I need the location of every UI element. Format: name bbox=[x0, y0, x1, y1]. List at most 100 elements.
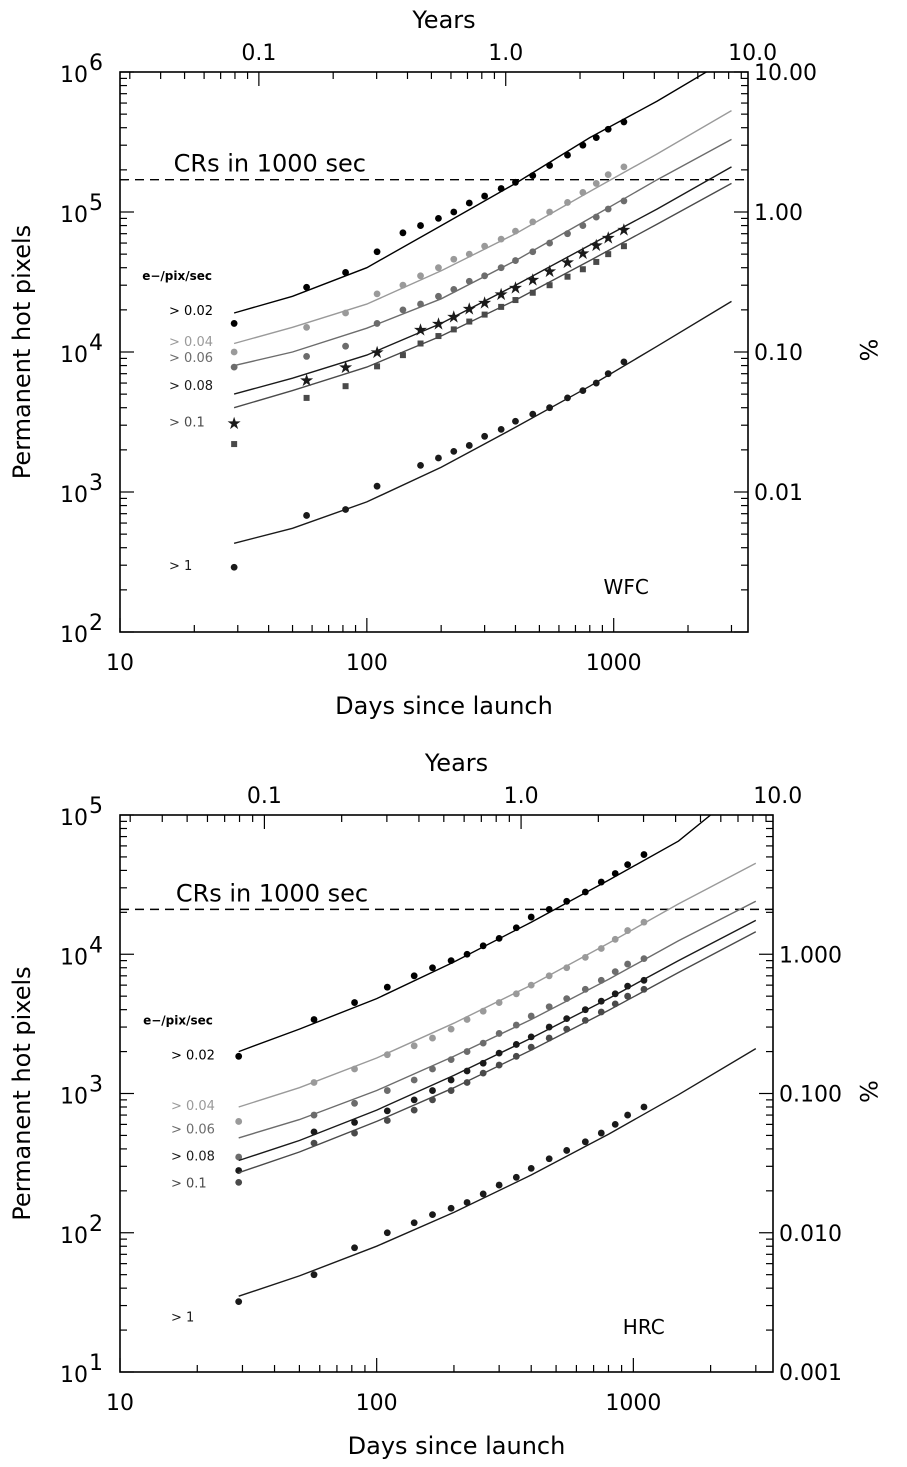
series-0: > 0.02 bbox=[171, 815, 712, 1064]
data-point bbox=[512, 178, 519, 186]
legend-entry: > 0.1 bbox=[171, 1176, 207, 1191]
data-point bbox=[620, 118, 628, 126]
legend-entry: > 1 bbox=[171, 1311, 194, 1326]
fit-line bbox=[238, 1047, 757, 1297]
series-2: > 0.06 bbox=[171, 900, 757, 1161]
data-point bbox=[399, 229, 407, 237]
data-point bbox=[640, 1103, 648, 1111]
right-tick-label: 1.000 bbox=[779, 943, 842, 968]
data-point bbox=[463, 950, 471, 958]
fit-line bbox=[238, 815, 712, 1053]
data-point bbox=[512, 924, 520, 932]
data-point bbox=[417, 340, 424, 347]
data-point bbox=[235, 1298, 243, 1306]
y-tick-exponent: 2 bbox=[89, 1212, 103, 1237]
panel-wfc: 10 100 1000 Days since launch 0.1 1.0 10.0 Year… bbox=[8, 6, 882, 720]
y-tick-label: 10 bbox=[60, 1224, 88, 1249]
data-point bbox=[624, 960, 632, 968]
data-point bbox=[481, 242, 489, 250]
data-point bbox=[435, 292, 442, 300]
y-tick-label: 10 bbox=[60, 806, 88, 831]
data-point bbox=[399, 352, 406, 359]
x-tick-label: 1000 bbox=[586, 651, 642, 676]
data-point bbox=[383, 1229, 391, 1237]
top-axis-title: Years bbox=[411, 6, 475, 34]
data-point bbox=[527, 1043, 535, 1051]
right-axis-title: % bbox=[854, 1080, 882, 1103]
data-point bbox=[545, 1034, 553, 1042]
y-tick-exponent: 2 bbox=[89, 611, 103, 636]
legend-title: e−/pix/sec bbox=[143, 1014, 213, 1028]
data-point: ★ bbox=[589, 236, 604, 256]
right-tick-label: 0.10 bbox=[754, 341, 803, 366]
data-point bbox=[374, 363, 381, 370]
y-tick-exponent: 5 bbox=[89, 794, 103, 819]
data-point bbox=[592, 379, 600, 387]
y-tick-exponent: 1 bbox=[89, 1351, 103, 1376]
data-point bbox=[310, 1016, 318, 1023]
data-point bbox=[463, 1067, 471, 1075]
data-point bbox=[399, 306, 407, 314]
data-point bbox=[581, 888, 589, 896]
data-point bbox=[527, 1033, 535, 1041]
data-point bbox=[235, 1153, 243, 1161]
panel-hrc: 10 100 1000 Days since launch 0.1 1.0 10.0 Year… bbox=[8, 749, 882, 1460]
data-point bbox=[640, 851, 648, 858]
data-point bbox=[351, 1099, 358, 1107]
data-point bbox=[620, 163, 628, 171]
data-point: ★ bbox=[575, 244, 590, 264]
series-4: > 0.1 bbox=[171, 931, 757, 1191]
top-tick-label: 1.0 bbox=[504, 784, 539, 809]
legend-entry: > 0.02 bbox=[169, 304, 213, 319]
y-tick-exponent: 6 bbox=[89, 51, 103, 76]
data-point bbox=[342, 309, 349, 317]
data-point bbox=[303, 353, 310, 360]
data-point bbox=[481, 192, 489, 200]
fit-line bbox=[233, 138, 732, 367]
data-point bbox=[624, 982, 632, 990]
data-point bbox=[383, 1107, 391, 1115]
data-point bbox=[481, 272, 489, 280]
data-point bbox=[342, 342, 349, 350]
y-tick-label: 10 bbox=[60, 1363, 88, 1388]
data-point bbox=[563, 897, 571, 905]
data-point bbox=[383, 1051, 391, 1059]
data-point bbox=[545, 1023, 553, 1031]
data-point bbox=[597, 1129, 605, 1137]
data-point bbox=[579, 266, 586, 273]
data-point bbox=[592, 180, 600, 187]
data-point bbox=[447, 1087, 455, 1094]
data-point bbox=[512, 257, 519, 264]
y-tick-exponent: 5 bbox=[89, 191, 103, 216]
data-point bbox=[581, 1138, 589, 1146]
data-point bbox=[410, 1096, 418, 1104]
data-point bbox=[435, 215, 442, 222]
data-point bbox=[410, 1219, 418, 1227]
data-point bbox=[611, 968, 619, 976]
data-point bbox=[605, 251, 612, 258]
panel-label: WFC bbox=[604, 575, 649, 599]
fit-line bbox=[238, 931, 757, 1174]
data-point bbox=[495, 1181, 503, 1189]
data-point bbox=[465, 277, 473, 285]
data-point bbox=[563, 1015, 571, 1023]
top-tick-label: 0.1 bbox=[241, 41, 276, 66]
data-point bbox=[429, 964, 436, 972]
data-point bbox=[310, 1271, 318, 1279]
data-point bbox=[497, 425, 505, 433]
data-point bbox=[640, 976, 648, 984]
y-tick-label: 10 bbox=[60, 1085, 88, 1110]
data-point bbox=[512, 1173, 520, 1181]
data-point bbox=[563, 1147, 571, 1154]
data-point bbox=[563, 1025, 571, 1033]
data-point bbox=[447, 957, 455, 965]
data-point bbox=[450, 208, 458, 216]
series-5: > 1 bbox=[169, 300, 732, 574]
data-point bbox=[417, 461, 424, 469]
data-point bbox=[429, 1096, 436, 1104]
x-axis-title: Days since launch bbox=[335, 692, 553, 720]
data-point bbox=[597, 997, 605, 1005]
data-point: ★ bbox=[299, 371, 314, 391]
fit-line bbox=[233, 72, 708, 314]
data-point bbox=[546, 282, 553, 289]
